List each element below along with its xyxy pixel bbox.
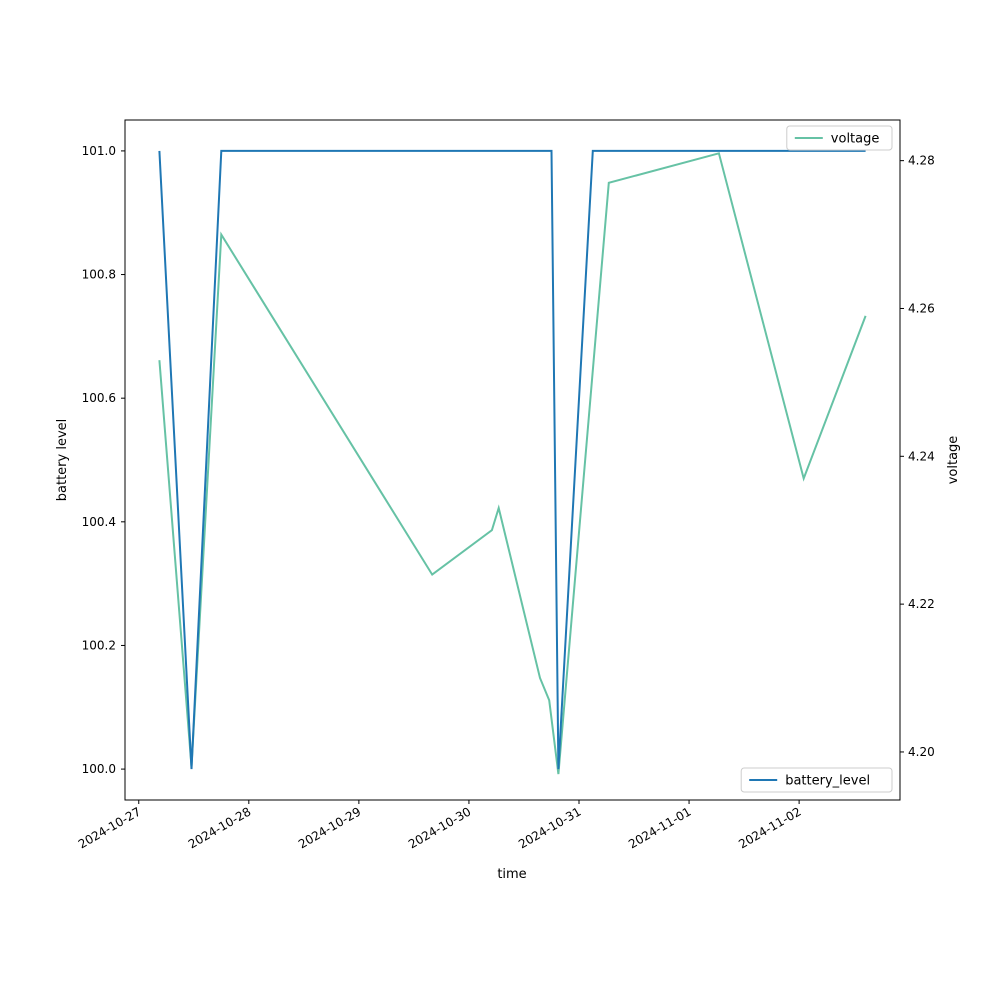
x-tick-label: 2024-10-30 bbox=[406, 804, 473, 851]
battery-level-series-line bbox=[158, 149, 866, 770]
x-tick-label: 2024-10-29 bbox=[296, 804, 363, 851]
x-tick-label: 2024-11-01 bbox=[626, 804, 693, 851]
x-tick-label: 2024-10-31 bbox=[516, 804, 583, 851]
plot-area bbox=[125, 120, 900, 800]
left-y-axis-title: battery level bbox=[55, 419, 70, 502]
right-y-tick-label: 4.28 bbox=[908, 154, 935, 168]
right-y-tick-label: 4.20 bbox=[908, 745, 935, 759]
left-y-tick-label: 100.4 bbox=[82, 515, 116, 529]
left-y-tick-label: 100.8 bbox=[82, 268, 116, 282]
legend-label: voltage bbox=[831, 132, 880, 147]
battery-level-legend: battery_level bbox=[740, 767, 893, 793]
plot-background bbox=[125, 120, 900, 800]
x-tick-label: 2024-11-02 bbox=[736, 804, 803, 851]
right-y-axis-title: voltage bbox=[946, 436, 961, 485]
x-axis-title: time bbox=[497, 867, 526, 882]
right-y-tick-label: 4.24 bbox=[908, 449, 935, 463]
voltage-series-line bbox=[158, 152, 867, 775]
left-y-tick-label: 100.6 bbox=[82, 391, 116, 405]
legend-box bbox=[740, 767, 893, 793]
left-y-tick-label: 100.0 bbox=[82, 762, 116, 776]
legend-box bbox=[786, 125, 893, 151]
right-y-tick-label: 4.26 bbox=[908, 301, 935, 315]
right-y-tick-label: 4.22 bbox=[908, 597, 935, 611]
voltage-legend: voltage bbox=[786, 125, 893, 151]
left-y-tick-label: 101.0 bbox=[82, 144, 116, 158]
x-tick-label: 2024-10-28 bbox=[186, 804, 253, 851]
legend-label: battery_level bbox=[785, 774, 870, 789]
plot-frame bbox=[124, 119, 901, 801]
x-tick-label: 2024-10-27 bbox=[76, 804, 143, 851]
left-y-tick-label: 100.2 bbox=[82, 638, 116, 652]
